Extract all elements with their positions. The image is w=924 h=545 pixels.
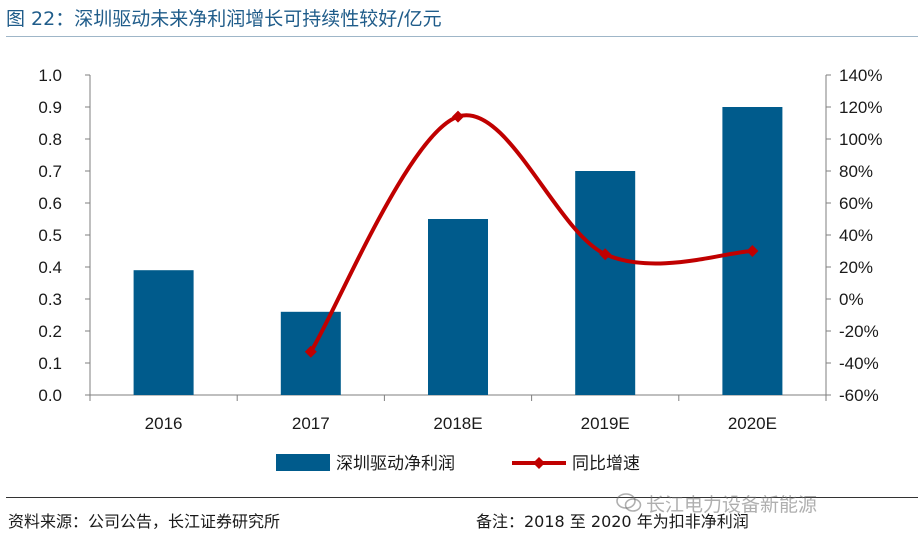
right-tick-label: 140% bbox=[839, 66, 882, 85]
bar bbox=[428, 219, 488, 395]
right-tick-label: -20% bbox=[839, 322, 879, 341]
line-point bbox=[452, 110, 464, 123]
left-tick-label: 0.0 bbox=[38, 386, 62, 405]
legend-bar-label: 深圳驱动净利润 bbox=[336, 454, 455, 474]
line-point bbox=[599, 248, 612, 261]
left-tick-label: 0.3 bbox=[38, 290, 62, 309]
right-tick-label: 40% bbox=[839, 226, 873, 245]
wechat-icon bbox=[616, 493, 642, 512]
left-tick-label: 0.9 bbox=[38, 98, 62, 117]
chart-legend: 深圳驱动净利润 同比增速 bbox=[276, 454, 640, 474]
x-tick-label: 2018E bbox=[433, 414, 482, 433]
x-tick-label: 2016 bbox=[145, 414, 183, 433]
left-tick-label: 0.2 bbox=[38, 322, 62, 341]
source-note: 资料来源：公司公告，长江证券研究所 bbox=[8, 512, 281, 531]
right-tick-label: -40% bbox=[839, 354, 879, 373]
growth-line bbox=[309, 113, 753, 353]
legend-bar-swatch bbox=[276, 454, 330, 471]
right-tick-label: -60% bbox=[839, 386, 879, 405]
left-tick-label: 0.5 bbox=[38, 226, 62, 245]
left-tick-label: 1.0 bbox=[38, 66, 62, 85]
line-point bbox=[304, 345, 317, 358]
left-tick-label: 0.1 bbox=[38, 354, 62, 373]
right-tick-label: 120% bbox=[839, 98, 882, 117]
right-tick-label: 100% bbox=[839, 130, 882, 149]
legend-line-marker bbox=[533, 457, 545, 469]
combo-chart: 0.0 0.1 0.2 0.3 0.4 0.5 0.6 0.7 0.8 0.9 1.0 -60% -40… bbox=[38, 66, 882, 474]
right-tick-label: 80% bbox=[839, 162, 873, 181]
right-tick-label: 20% bbox=[839, 258, 873, 277]
watermark: 长江电力设备新能源 bbox=[646, 494, 818, 516]
tick-labels: 0.0 0.1 0.2 0.3 0.4 0.5 0.6 0.7 0.8 0.9 1.0 -60% -40… bbox=[38, 66, 882, 433]
footnote: 备注：2018 至 2020 年为扣非净利润 bbox=[476, 512, 749, 531]
left-tick-label: 0.8 bbox=[38, 130, 62, 149]
left-tick-label: 0.4 bbox=[38, 258, 62, 277]
left-tick-label: 0.7 bbox=[38, 162, 62, 181]
legend-line-label: 同比增速 bbox=[572, 454, 640, 474]
footer-divider bbox=[6, 497, 918, 498]
right-tick-label: 60% bbox=[839, 194, 873, 213]
chart-title: 图 22：深圳驱动未来净利润增长可持续性较好/亿元 bbox=[6, 8, 442, 30]
x-tick-label: 2020E bbox=[728, 414, 777, 433]
title-divider bbox=[6, 36, 918, 37]
right-tick-label: 0% bbox=[839, 290, 864, 309]
bar bbox=[133, 270, 194, 395]
left-tick-label: 0.6 bbox=[38, 194, 62, 213]
x-tick-label: 2017 bbox=[292, 414, 330, 433]
line-point bbox=[746, 245, 759, 257]
x-tick-label: 2019E bbox=[581, 414, 630, 433]
bar bbox=[575, 171, 636, 395]
line-series bbox=[304, 110, 759, 358]
bar-series bbox=[133, 107, 783, 395]
